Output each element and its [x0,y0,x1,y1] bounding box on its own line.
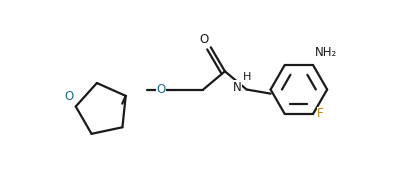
Text: NH₂: NH₂ [315,46,337,59]
Text: O: O [199,33,208,46]
Text: N: N [233,81,242,93]
Text: F: F [317,107,324,120]
Text: H: H [243,72,251,82]
Text: O: O [65,90,74,103]
Text: O: O [156,83,166,96]
